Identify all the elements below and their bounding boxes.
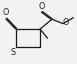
Text: S: S [10,48,15,57]
Text: O: O [62,18,68,27]
Text: O: O [38,2,45,11]
Text: O: O [2,8,8,17]
